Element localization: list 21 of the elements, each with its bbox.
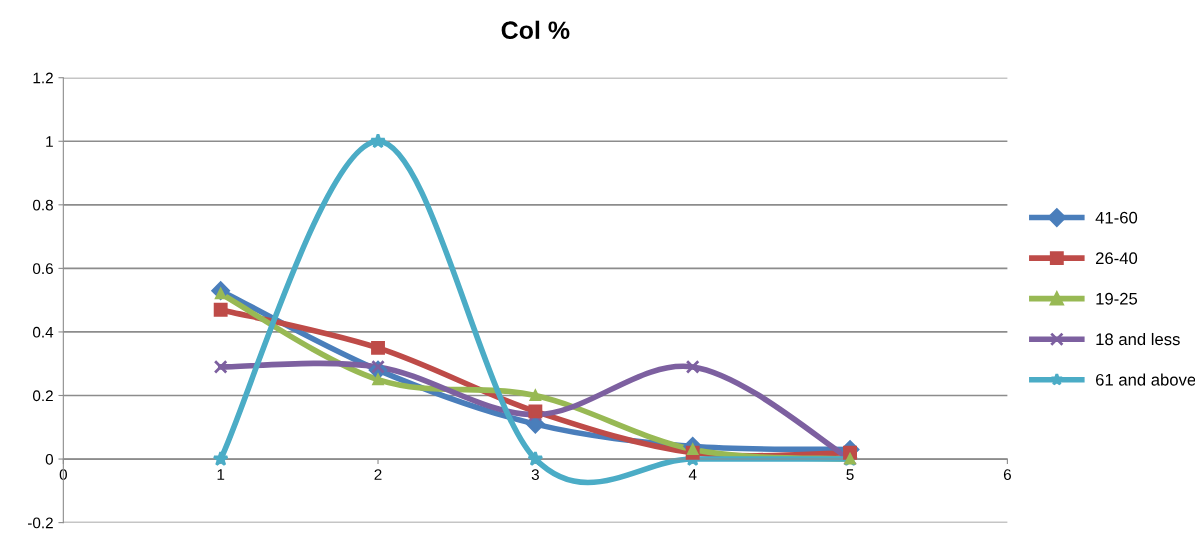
x-tick-label: 0 — [59, 469, 67, 480]
legend-label: 18 and less — [1096, 332, 1180, 346]
x-tick-label: 6 — [1003, 469, 1011, 480]
x-tick-label: 2 — [374, 469, 382, 480]
x-tick-label: 3 — [531, 469, 539, 480]
y-tick-label: 0.6 — [32, 263, 53, 275]
y-tick-label: 1 — [46, 136, 53, 147]
y-tick-label: 0.4 — [32, 326, 54, 338]
y-tick-label: 0.2 — [32, 390, 53, 402]
y-tick-label: 0 — [45, 453, 54, 465]
y-tick-label: 0.8 — [32, 199, 53, 211]
x-tick-label: 5 — [846, 469, 854, 480]
chart-title: Col % — [501, 20, 570, 40]
y-tick-label: 1.2 — [33, 72, 53, 84]
y-tick-label: -0.2 — [27, 517, 53, 529]
legend-label: 19-25 — [1096, 292, 1138, 305]
x-tick-label: 1 — [217, 469, 225, 480]
legend-label: 26-40 — [1096, 252, 1138, 265]
legend-label: 61 and above — [1096, 373, 1195, 386]
x-tick-label: 4 — [688, 469, 697, 480]
legend-label: 41-60 — [1095, 211, 1138, 224]
